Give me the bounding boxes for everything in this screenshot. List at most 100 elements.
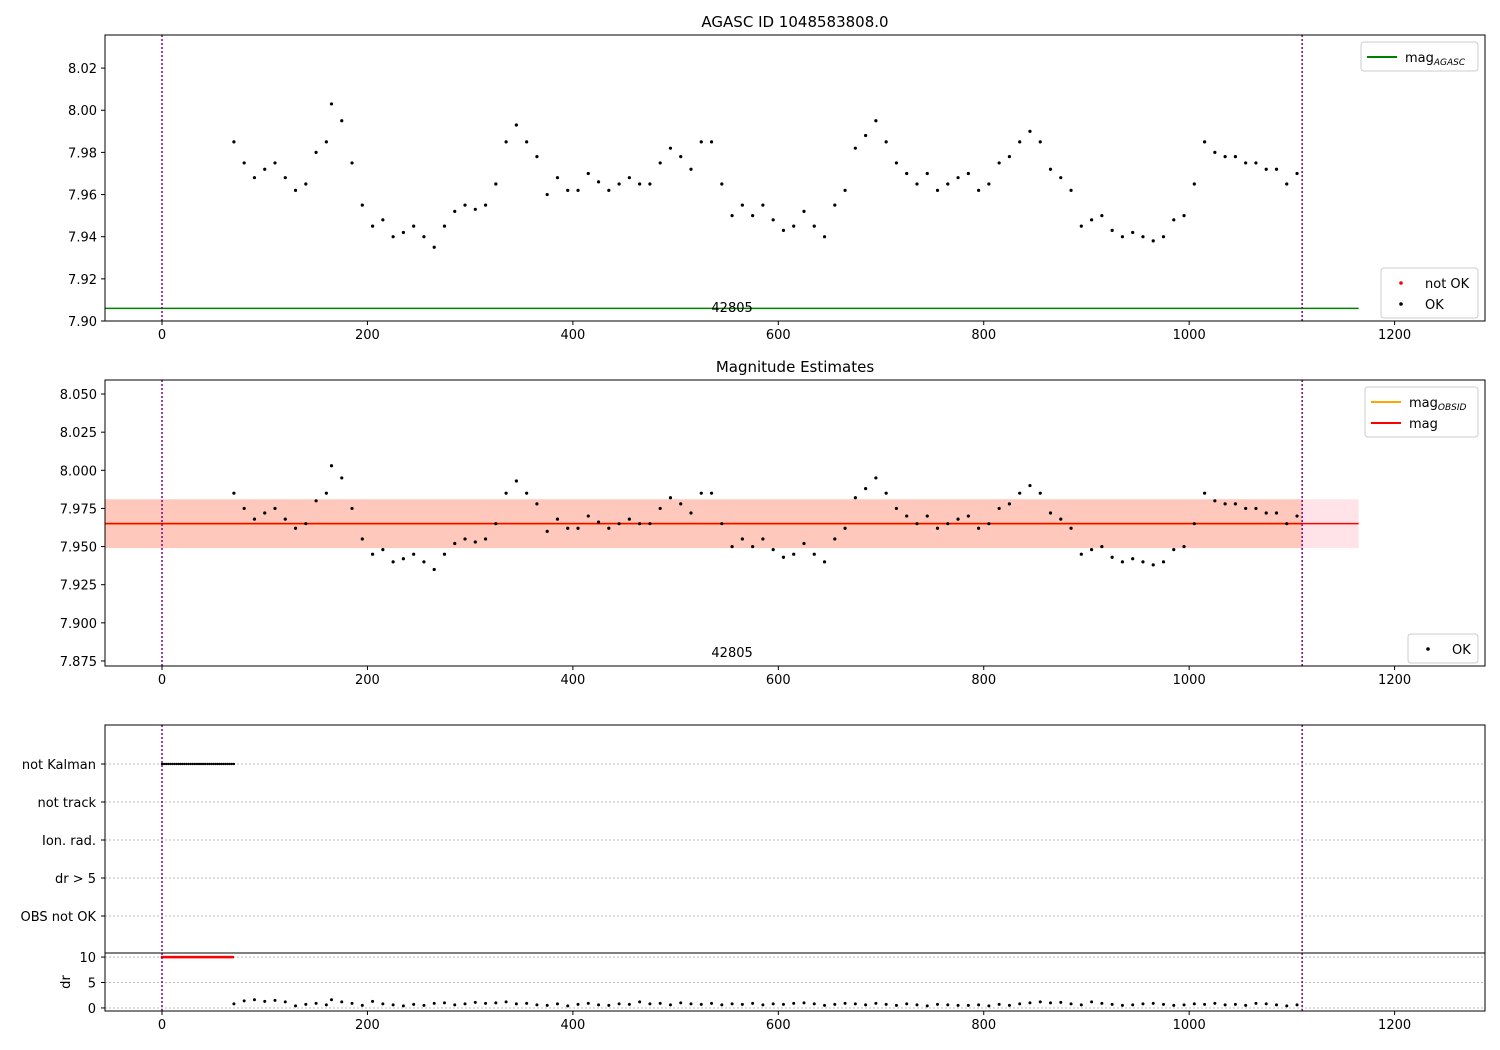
data-point-ok <box>1285 182 1289 186</box>
data-point-ok <box>442 224 447 228</box>
dr-point-ok <box>586 1001 590 1005</box>
x-tick-label: 800 <box>971 673 996 688</box>
x-tick-label: 800 <box>971 1018 996 1033</box>
data-point-ok <box>1172 548 1176 552</box>
data-point-ok <box>699 491 703 495</box>
data-point-ok <box>1038 491 1042 495</box>
y-tick-label: 8.050 <box>60 388 97 403</box>
data-point-ok <box>314 150 318 154</box>
data-point-ok <box>242 506 246 511</box>
data-point-ok <box>242 161 246 165</box>
dr-point-ok <box>1131 1003 1135 1007</box>
data-point-ok <box>350 161 354 165</box>
data-point-ok <box>453 209 457 214</box>
data-point-ok <box>370 552 375 556</box>
data-point-ok <box>463 203 467 207</box>
y-tick-label: 5 <box>88 977 96 992</box>
dr-point-ok <box>340 1000 344 1004</box>
data-point-ok <box>956 176 960 180</box>
data-point-ok <box>935 188 940 192</box>
y-tick-label: 8.025 <box>60 426 97 441</box>
obsid-annotation: 42805 <box>711 301 752 316</box>
panel-flags: not Kalman not track Ion. rad. dr > 5 OBS no… <box>21 724 1486 954</box>
data-point-ok <box>1223 502 1227 506</box>
data-point-ok <box>1079 224 1083 228</box>
y-tick-label: 8.00 <box>68 104 97 119</box>
data-point-ok <box>987 182 991 186</box>
data-point-ok <box>874 476 878 480</box>
data-point-ok <box>812 552 816 556</box>
not-kalman-point <box>210 762 213 766</box>
dr-point-ok <box>1244 1003 1248 1007</box>
dr-point-ok <box>535 1003 539 1007</box>
data-point-ok <box>504 491 508 495</box>
data-point-ok <box>658 506 662 511</box>
dr-point-ok <box>617 1002 621 1006</box>
not-kalman-point <box>183 762 186 766</box>
data-point-ok <box>864 133 868 138</box>
data-point-ok <box>761 537 765 541</box>
data-point-ok <box>596 520 601 524</box>
data-point-ok <box>627 176 631 180</box>
x-tick-label: 200 <box>355 1018 380 1033</box>
y-tick-label: 7.94 <box>68 231 97 246</box>
data-point-ok <box>1110 555 1114 559</box>
data-point-ok <box>473 540 477 544</box>
data-point-ok <box>1264 511 1268 515</box>
legend-box <box>1360 41 1479 72</box>
dr-point-ok <box>1059 1000 1063 1004</box>
data-point-ok <box>925 171 929 176</box>
data-point-ok <box>504 140 508 144</box>
data-point-ok <box>1028 129 1032 133</box>
dr-point-ok <box>823 1003 827 1007</box>
not-kalman-point <box>201 762 205 766</box>
dr-point-ok <box>833 1002 837 1006</box>
data-point-ok <box>391 235 395 239</box>
axes-frame <box>104 724 1486 954</box>
data-point-ok <box>699 140 703 144</box>
data-point-ok <box>525 140 529 144</box>
not-kalman-point <box>214 762 217 766</box>
legend-box <box>1380 267 1479 319</box>
x-tick-label: 1000 <box>1173 673 1206 688</box>
data-point-ok <box>1182 544 1186 549</box>
data-point-ok <box>1233 155 1237 159</box>
dr-point-ok <box>381 1002 385 1006</box>
data-point-ok <box>730 214 734 218</box>
data-point-ok <box>1295 171 1299 176</box>
data-point-ok <box>1202 140 1207 144</box>
data-point-ok <box>1161 235 1166 239</box>
x-tick-label: 0 <box>158 673 166 688</box>
not-kalman-point <box>169 762 172 766</box>
data-point-ok <box>1151 239 1155 243</box>
dr-point-ok <box>607 1003 611 1007</box>
y-tick-label: 7.98 <box>68 146 97 161</box>
dr-point-ok <box>710 1001 714 1005</box>
dr-point-ok <box>1223 1003 1227 1007</box>
data-point-ok <box>381 548 385 552</box>
dr-point-ok <box>771 1002 775 1006</box>
dr-point-ok <box>1049 1001 1053 1005</box>
dr-point-ok <box>494 1001 498 1005</box>
dr-point-ok <box>576 1002 580 1006</box>
not-kalman-point <box>189 762 192 766</box>
dr-point-ok <box>566 1004 570 1008</box>
dr-point-ok <box>966 1003 970 1007</box>
dr-point-ok <box>1007 1003 1011 1007</box>
data-point-ok <box>329 464 334 468</box>
data-point-ok <box>935 526 940 530</box>
dr-point-ok <box>1254 1001 1258 1005</box>
data-point-ok <box>1172 218 1176 222</box>
data-point-ok <box>1192 182 1196 186</box>
not-kalman-point <box>206 762 209 766</box>
dr-point-ok <box>263 999 267 1003</box>
dr-point-ok <box>638 1000 642 1004</box>
not-kalman-point <box>199 762 203 766</box>
data-point-ok <box>689 511 693 515</box>
data-point-ok <box>1131 230 1135 235</box>
data-point-ok <box>1264 167 1268 171</box>
dr-point-ok <box>751 1001 755 1005</box>
dr-point-ok <box>997 1002 1001 1006</box>
data-point-ok <box>689 167 693 171</box>
dr-point-ok <box>1100 1001 1104 1005</box>
